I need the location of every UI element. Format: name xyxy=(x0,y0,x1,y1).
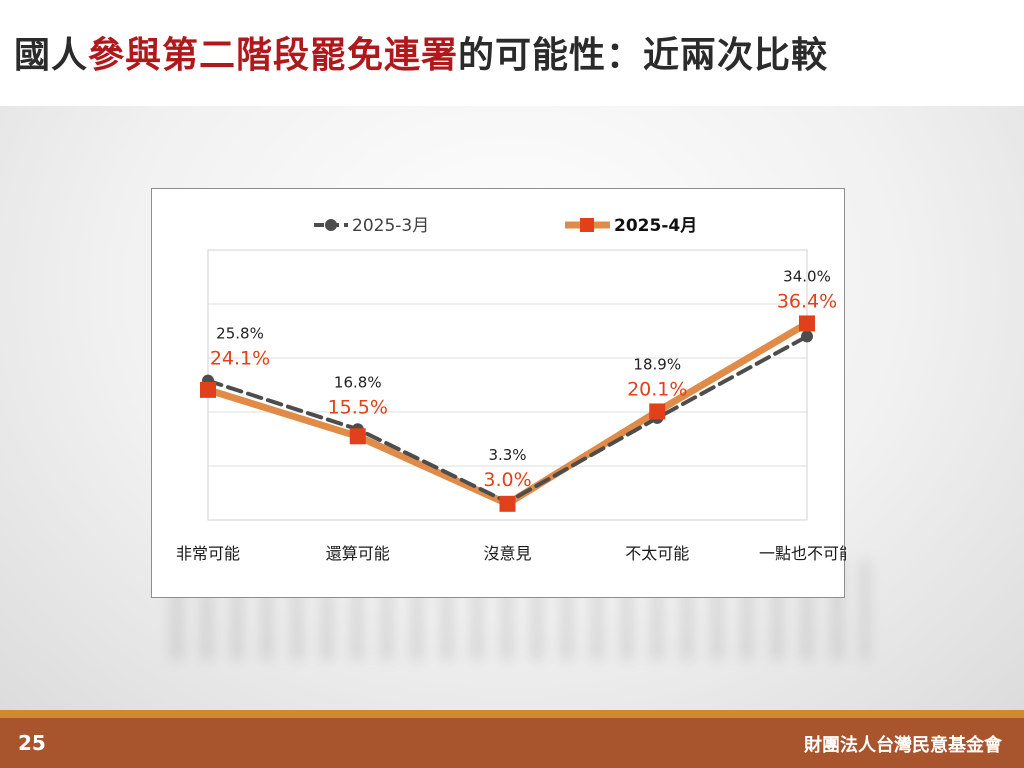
organization-name: 財團法人台灣民意基金會 xyxy=(804,735,1002,756)
slide-title: 國人參與第二階段罷免連署的可能性：近兩次比較 xyxy=(14,26,828,78)
legend-marker-2025-03 xyxy=(325,219,337,231)
point-2025-04 xyxy=(799,315,815,332)
labels-layer: 25.8% 24.1% 非常可能 16.8% 15.5% 還算可能 3.3% 3.0% 沒意見 1… xyxy=(176,267,846,563)
chart-panel: 25.8% 24.1% 非常可能 16.8% 15.5% 還算可能 3.3% 3.0% 沒意見 1… xyxy=(151,188,846,598)
footer-bar: 25 財團法人台灣民意基金會 xyxy=(0,718,1024,768)
line-chart: 25.8% 24.1% 非常可能 16.8% 15.5% 還算可能 3.3% 3.0% 沒意見 1… xyxy=(176,216,846,563)
data-label-2025-04: 15.5% xyxy=(328,396,388,418)
legend-label-2025-03: 2025-3月 xyxy=(352,216,429,236)
title-bar: 國人參與第二階段罷免連署的可能性：近兩次比較 xyxy=(0,0,1024,106)
point-2025-03 xyxy=(801,330,813,343)
data-label-2025-04: 24.1% xyxy=(210,348,270,370)
point-2025-04 xyxy=(200,381,216,398)
points-layer xyxy=(200,315,815,512)
point-2025-04 xyxy=(349,428,366,445)
title-highlight: 參與第二階段罷免連署 xyxy=(88,35,459,76)
page-number: 25 xyxy=(18,731,46,755)
data-label-2025-03: 18.9% xyxy=(633,355,681,373)
category-tick-label: 還算可能 xyxy=(326,544,390,563)
data-label-2025-03: 16.8% xyxy=(334,373,382,391)
legend-label-2025-04: 2025-4月 xyxy=(614,216,697,236)
footer-stripe xyxy=(0,710,1024,718)
title-prefix: 國人 xyxy=(14,35,89,76)
legend-marker-2025-04 xyxy=(580,218,594,232)
category-tick-label: 一點也不可能 xyxy=(759,544,846,563)
point-2025-04 xyxy=(649,403,666,420)
data-label-2025-03: 3.3% xyxy=(488,446,526,464)
category-tick-label: 沒意見 xyxy=(483,544,531,563)
data-label-2025-04: 3.0% xyxy=(483,469,531,491)
title-suffix: 的可能性：近兩次比較 xyxy=(458,35,829,76)
chart-legend: 2025-3月 2025-4月 xyxy=(314,216,697,236)
data-label-2025-04: 20.1% xyxy=(627,378,687,400)
category-tick-label: 非常可能 xyxy=(176,544,240,563)
data-label-2025-03: 34.0% xyxy=(783,267,831,285)
data-label-2025-04: 36.4% xyxy=(777,290,837,312)
category-tick-label: 不太可能 xyxy=(625,544,689,563)
data-label-2025-03: 25.8% xyxy=(216,325,264,343)
point-2025-04 xyxy=(499,495,516,512)
